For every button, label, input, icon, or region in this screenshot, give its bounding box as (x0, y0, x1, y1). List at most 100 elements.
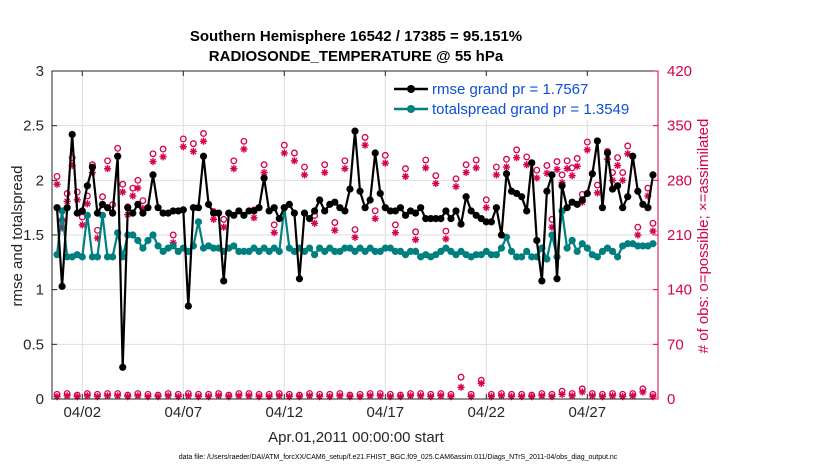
obs-assimilated-marker (614, 161, 622, 170)
obs-assimilated-marker (578, 388, 586, 396)
obs-assimilated-marker (189, 147, 197, 156)
rmse-point (275, 215, 283, 223)
obs-possible-marker (381, 151, 389, 159)
spread-point (507, 247, 516, 255)
obs-possible-marker (280, 141, 288, 149)
obs-assimilated-marker (381, 159, 389, 167)
obs-assimilated-marker (598, 393, 607, 401)
rmse-point (109, 209, 117, 217)
spread-point (518, 253, 526, 261)
spread-point (240, 247, 248, 255)
rmse-point (376, 189, 384, 198)
obs-possible-marker (179, 135, 187, 143)
obs-possible-marker (543, 162, 551, 169)
y-right-tick-label: 0 (667, 391, 675, 408)
spread-point (63, 253, 71, 261)
obs-assimilated-marker (275, 392, 283, 400)
rmse-point (533, 236, 541, 245)
legend-rmse-marker (407, 85, 415, 93)
obs-assimilated-marker (336, 392, 344, 400)
rmse-point (220, 277, 228, 285)
obs-possible-marker (270, 221, 278, 229)
obs-assimilated-marker (300, 171, 309, 179)
obs-possible-marker (159, 145, 167, 153)
spread-point (341, 244, 349, 252)
spread-point (311, 251, 319, 259)
obs-assimilated-marker (174, 393, 182, 401)
rmse-point (78, 207, 86, 215)
x-axis-label: Apr.01,2011 00:00:00 start (268, 429, 445, 446)
obs-possible-marker (290, 149, 298, 157)
rmse-point (230, 211, 238, 219)
obs-assimilated-marker (134, 184, 142, 192)
spread-point (406, 247, 415, 255)
rmse-point (497, 231, 506, 239)
rmse-point (593, 137, 602, 145)
legend-spread-marker (407, 105, 415, 113)
data-file-footer: data file: /Users/raeder/DAI/ATM_forcXX/… (179, 454, 618, 461)
obs-assimilated-marker (73, 393, 81, 401)
spread-point (563, 244, 571, 252)
rmse-point (487, 218, 495, 226)
rmse-point (255, 204, 263, 212)
rmse-point (341, 207, 349, 215)
obs-assimilated-marker (331, 226, 339, 234)
rmse-point (295, 275, 304, 283)
spread-point (523, 247, 531, 255)
rmse-point (614, 182, 622, 190)
obs-possible-marker (149, 150, 157, 158)
rmse-point (149, 171, 157, 179)
y-left-tick-label: 2 (36, 172, 44, 189)
y-axis-left-label: rmse and totalspread (9, 166, 26, 307)
spread-point (543, 255, 551, 263)
rmse-point (316, 196, 324, 204)
rmse-point (215, 209, 223, 217)
rmse-point (467, 207, 475, 215)
obs-assimilated-marker (346, 393, 354, 401)
obs-assimilated-marker (235, 392, 243, 400)
obs-possible-marker (649, 219, 657, 227)
obs-possible-marker (351, 226, 359, 233)
rmse-point (199, 152, 208, 160)
obs-assimilated-marker (240, 145, 248, 153)
spread-point (103, 253, 112, 261)
obs-assimilated-marker (103, 165, 112, 173)
rmse-point (321, 207, 329, 215)
obs-assimilated-marker (533, 174, 541, 182)
obs-assimilated-marker (462, 168, 470, 177)
rmse-point (603, 149, 612, 157)
rmse-point (482, 218, 490, 226)
rmse-point (179, 206, 187, 214)
rmse-point (184, 302, 192, 310)
rmse-point (401, 211, 410, 219)
rmse-point (422, 215, 430, 223)
rmse-point (194, 204, 203, 212)
rmse-point (245, 207, 253, 215)
obs-possible-marker (462, 161, 470, 169)
rmse-point (538, 277, 546, 285)
obs-assimilated-marker (437, 392, 445, 400)
spread-point (230, 242, 238, 250)
x-axis: 04/02 04/07 04/12 04/17 04/22 04/27 (64, 71, 606, 421)
spread-point (593, 253, 602, 261)
rmse-point (583, 189, 591, 198)
obs-assimilated-marker (270, 229, 278, 237)
legend-spread-label: totalspread grand pr = 1.3549 (432, 101, 629, 118)
rmse-point (432, 215, 440, 223)
obs-possible-marker (472, 156, 480, 164)
spread-point (194, 218, 203, 226)
obs-possible-marker (583, 138, 591, 146)
y-left-tick-label: 3 (36, 63, 44, 80)
obs-possible-marker (200, 130, 207, 137)
spread-point (578, 240, 586, 248)
obs-possible-marker (634, 223, 642, 231)
obs-assimilated-marker (492, 171, 500, 179)
obs-assimilated-marker (179, 143, 187, 151)
obs-assimilated-marker (376, 392, 384, 400)
spread-point (639, 242, 647, 250)
rmse-series (53, 127, 657, 371)
obs-possible-marker (614, 154, 622, 162)
chart-title: Southern Hemisphere 16542 / 17385 = 95.1… (190, 28, 522, 45)
rmse-point (462, 193, 470, 201)
y-right-tick-label: 70 (667, 336, 684, 353)
